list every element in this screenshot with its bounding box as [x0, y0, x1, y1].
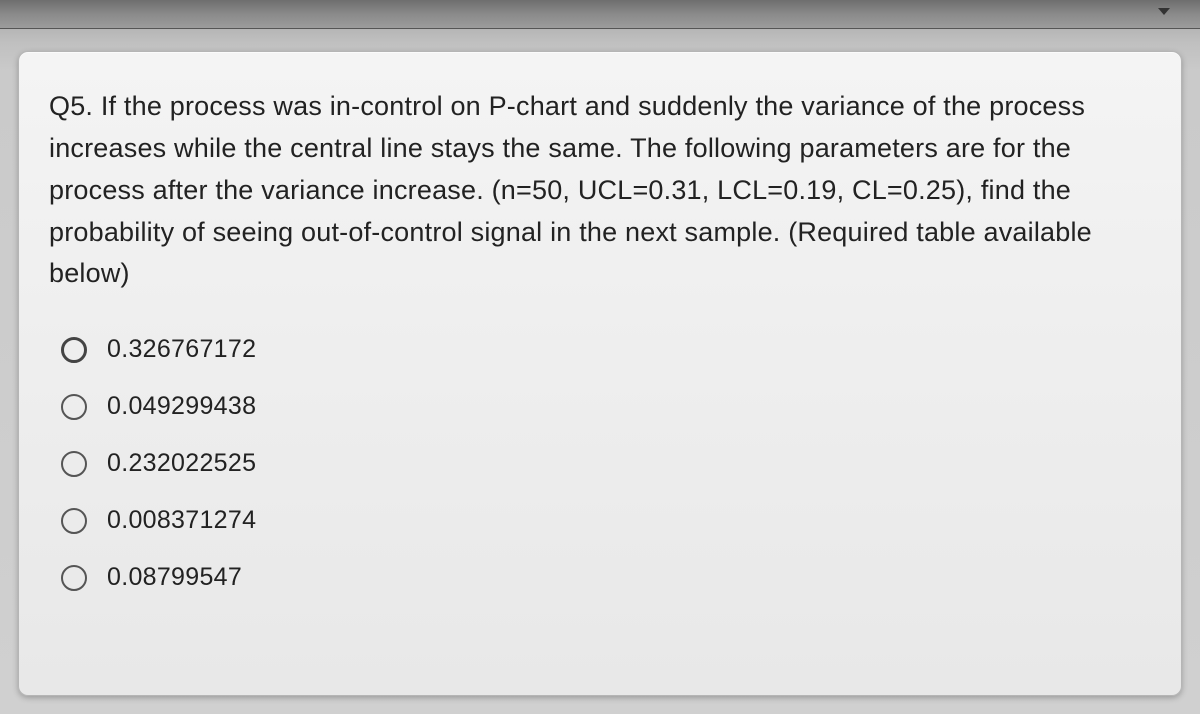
radio-icon[interactable]: [61, 394, 87, 420]
radio-icon[interactable]: [61, 508, 87, 534]
option-4[interactable]: 0.008371274: [61, 506, 1151, 535]
radio-icon[interactable]: [61, 337, 87, 363]
question-text: Q5. If the process was in-control on P-c…: [49, 86, 1151, 295]
top-toolbar: [0, 0, 1200, 29]
option-label: 0.326767172: [107, 335, 256, 364]
window: Q5. If the process was in-control on P-c…: [0, 0, 1200, 714]
radio-icon[interactable]: [61, 451, 87, 477]
option-5[interactable]: 0.08799547: [61, 563, 1151, 592]
options-group: 0.326767172 0.049299438 0.232022525 0.00…: [49, 335, 1151, 592]
option-label: 0.232022525: [107, 449, 256, 478]
dropdown-arrow-icon[interactable]: [1158, 8, 1170, 15]
option-3[interactable]: 0.232022525: [61, 449, 1151, 478]
option-1[interactable]: 0.326767172: [61, 335, 1151, 364]
radio-icon[interactable]: [61, 565, 87, 591]
option-label: 0.008371274: [107, 506, 256, 535]
option-2[interactable]: 0.049299438: [61, 392, 1151, 421]
option-label: 0.049299438: [107, 392, 256, 421]
option-label: 0.08799547: [107, 563, 242, 592]
question-card: Q5. If the process was in-control on P-c…: [18, 51, 1182, 696]
